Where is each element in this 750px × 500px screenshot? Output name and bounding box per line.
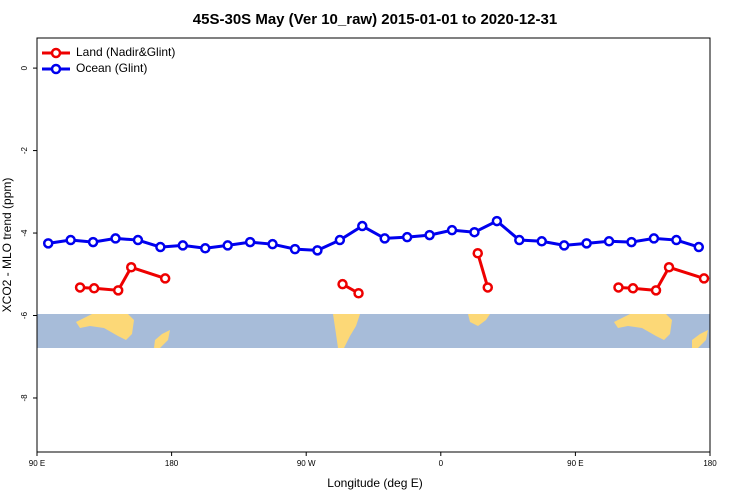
point (88, 283, 100, 294)
point (536, 236, 547, 247)
point (244, 236, 256, 248)
legend-marker (50, 63, 62, 75)
point (698, 273, 710, 284)
point (110, 233, 121, 244)
point (177, 240, 189, 251)
point (491, 215, 503, 227)
point (469, 226, 480, 238)
chart-title: 45S-30S May (Ver 10_raw) 2015-01-01 to 2… (193, 11, 557, 28)
y-tick-label: -6 (20, 311, 29, 319)
point (693, 241, 705, 253)
point (357, 220, 368, 232)
point (337, 278, 348, 290)
x-axis-label: Longitude (deg E) (327, 476, 422, 490)
y-tick-label: -2 (20, 146, 29, 154)
point (155, 241, 166, 253)
legend-marker (50, 47, 62, 59)
plot-frame (36, 37, 711, 453)
point (671, 234, 682, 246)
point (603, 236, 615, 247)
y-tick-label: 0 (20, 65, 29, 70)
x-tick-label: 90 E (567, 459, 583, 468)
point (650, 285, 662, 296)
point (558, 240, 570, 251)
x-tick-label: 180 (165, 459, 179, 468)
point (87, 236, 99, 248)
point (65, 234, 76, 246)
legend-label: Ocean (Glint) (76, 61, 147, 75)
y-tick-label: -8 (20, 394, 29, 402)
point (112, 285, 124, 296)
point (42, 238, 54, 249)
point (424, 229, 435, 241)
point (200, 243, 211, 254)
point (289, 243, 301, 255)
point (626, 236, 637, 248)
point (482, 282, 494, 293)
point (663, 262, 675, 273)
point (132, 234, 144, 246)
point (379, 233, 390, 244)
point (648, 233, 660, 244)
legend-label: Land (Nadir&Glint) (76, 45, 175, 59)
x-tick-label: 90 W (297, 459, 316, 468)
point (514, 234, 525, 246)
point (334, 234, 346, 246)
point (353, 287, 364, 299)
map-strip (37, 314, 710, 348)
y-axis-label: XCO2 - MLO trend (ppm) (0, 178, 14, 313)
x-tick-label: 180 (703, 459, 717, 468)
point (446, 224, 458, 236)
point (74, 282, 86, 293)
point (159, 273, 171, 284)
point (267, 238, 278, 250)
point (627, 283, 639, 294)
x-tick-label: 0 (439, 459, 444, 468)
point (312, 245, 323, 256)
x-tick-label: 90 E (29, 459, 45, 468)
point (222, 240, 233, 251)
point (472, 247, 483, 259)
point (125, 262, 137, 273)
point (401, 231, 413, 243)
y-tick-label: -4 (20, 229, 29, 237)
point (581, 238, 592, 249)
series-line (47, 219, 700, 252)
point (613, 282, 624, 293)
series-line (79, 252, 705, 295)
